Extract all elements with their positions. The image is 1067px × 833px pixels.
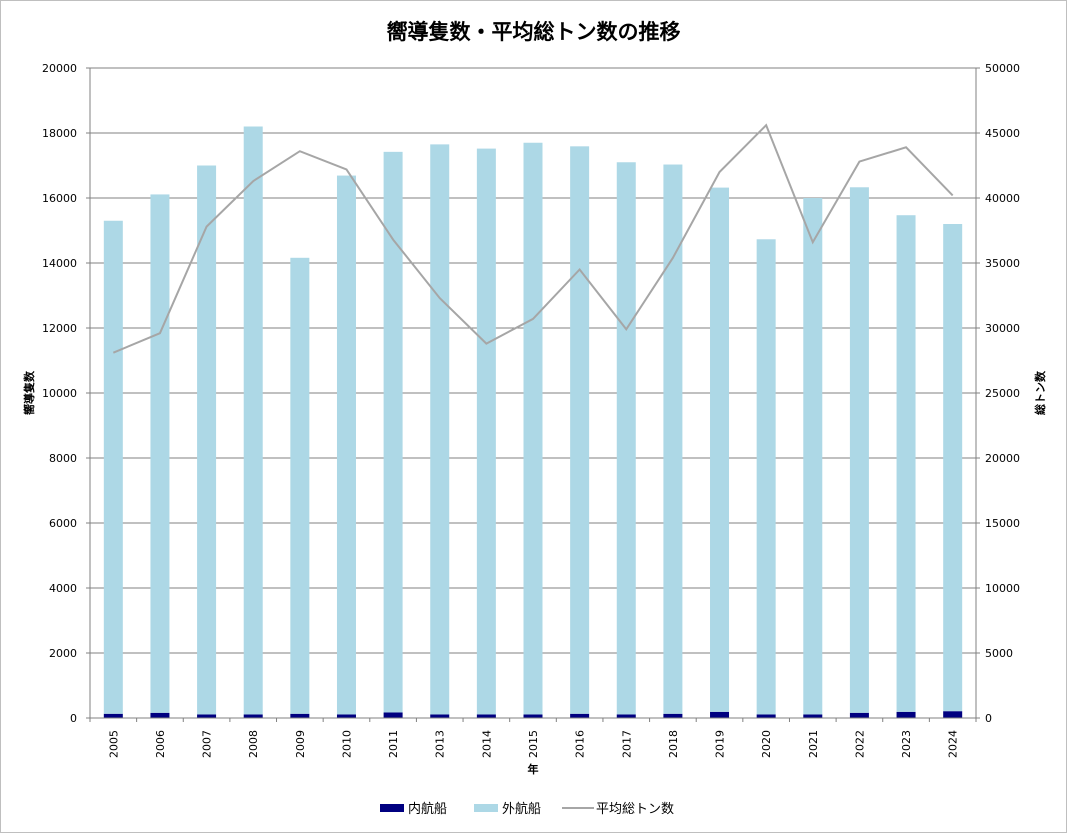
x-tick-label: 2022	[853, 730, 866, 758]
y2-tick-label: 30000	[985, 322, 1020, 335]
y-tick-label: 0	[70, 712, 77, 725]
bar-内航船-2019	[710, 711, 730, 718]
line-平均総トン数	[112, 123, 954, 354]
bar-内航船-2014	[476, 714, 496, 718]
bar-外航船-2019	[710, 187, 730, 712]
chart-title: 嚮導隻数・平均総トン数の推移	[386, 20, 681, 44]
x-tick-label: 2014	[480, 730, 493, 758]
bar-外航船-2009	[290, 257, 310, 714]
y2-tick-label: 45000	[985, 127, 1020, 140]
x-tick-label: 2020	[760, 730, 773, 758]
bar-内航船-2011	[383, 712, 403, 718]
legend-label-内航船: 内航船	[408, 801, 447, 817]
y-tick-label: 8000	[49, 452, 77, 465]
bar-外航船-2015	[523, 142, 543, 715]
legend: 内航船 外航船 平均総トン数	[380, 801, 674, 817]
y2-tick-label: 40000	[985, 192, 1020, 205]
y-tick-label: 6000	[49, 517, 77, 530]
bar-内航船-2024	[943, 711, 963, 718]
bar-外航船-2010	[336, 175, 356, 715]
x-tick-label: 2017	[620, 730, 633, 758]
y2-axis-title: 総トン数	[1033, 370, 1047, 415]
bar-外航船-2014	[476, 148, 496, 715]
y-axis-title: 嚮導隻数	[22, 370, 36, 415]
y-tick-label: 16000	[42, 192, 77, 205]
y-tick-label: 2000	[49, 647, 77, 660]
x-tick-label: 2019	[714, 730, 727, 758]
x-tick-label: 2023	[900, 730, 913, 758]
bar-内航船-2016	[570, 713, 590, 718]
bar-外航船-2022	[849, 187, 869, 713]
x-tick-label: 2005	[107, 730, 120, 758]
bar-内航船-2005	[103, 713, 123, 718]
bar-外航船-2011	[383, 151, 403, 713]
x-tick-label: 2015	[527, 730, 540, 758]
x-tick-label: 2021	[807, 730, 820, 758]
legend-swatch-内航船	[380, 804, 404, 812]
bar-外航船-2024	[943, 224, 963, 712]
bar-外航船-2020	[756, 239, 776, 715]
bar-外航船-2016	[570, 146, 590, 714]
x-tick-label: 2018	[667, 730, 680, 758]
y-tick-label: 4000	[49, 582, 77, 595]
line-series	[112, 123, 954, 354]
bar-内航船-2015	[523, 714, 543, 718]
x-tick-label: 2009	[294, 730, 307, 758]
x-tick-label: 2010	[340, 730, 353, 758]
y2-tick-label: 20000	[985, 452, 1020, 465]
bar-内航船-2023	[896, 711, 916, 718]
bar-外航船-2006	[150, 194, 170, 713]
y-tick-label: 18000	[42, 127, 77, 140]
x-tick-label: 2024	[947, 730, 960, 758]
x-tick-label: 2013	[434, 730, 447, 758]
y-tick-label: 10000	[42, 387, 77, 400]
bar-内航船-2017	[616, 714, 636, 718]
bar-外航船-2017	[616, 162, 636, 715]
bar-series	[103, 126, 963, 718]
y2-tick-label: 50000	[985, 62, 1020, 75]
x-tick-label: 2006	[154, 730, 167, 758]
y2-tick-label: 0	[985, 712, 992, 725]
legend-swatch-外航船	[474, 804, 498, 812]
bar-外航船-2007	[197, 165, 217, 715]
bar-外航船-2005	[103, 220, 123, 714]
y2-tick-label: 35000	[985, 257, 1020, 270]
bar-内航船-2010	[336, 714, 356, 718]
y-tick-label: 14000	[42, 257, 77, 270]
bar-内航船-2007	[197, 714, 217, 718]
y2-tick-label: 10000	[985, 582, 1020, 595]
axes: 0 2000 4000 6000 8000 10000 12000 14000 16000 180…	[22, 62, 1047, 776]
bar-外航船-2008	[243, 126, 263, 715]
bar-内航船-2022	[849, 712, 869, 718]
bar-内航船-2009	[290, 713, 310, 718]
y-tick-label: 12000	[42, 322, 77, 335]
bar-内航船-2018	[663, 713, 683, 718]
y2-tick-label: 25000	[985, 387, 1020, 400]
bar-外航船-2021	[803, 198, 823, 715]
x-tick-label: 2016	[574, 730, 587, 758]
y2-tick-label: 5000	[985, 647, 1013, 660]
y2-tick-label: 15000	[985, 517, 1020, 530]
x-tick-label: 2011	[387, 730, 400, 758]
legend-label-外航船: 外航船	[502, 801, 541, 817]
bar-外航船-2013	[430, 144, 450, 715]
x-tick-label: 2007	[201, 730, 214, 758]
bar-内航船-2008	[243, 714, 263, 718]
bar-内航船-2020	[756, 714, 776, 718]
x-tick-label: 2008	[247, 730, 260, 758]
bar-内航船-2013	[430, 714, 450, 718]
y-tick-label: 20000	[42, 62, 77, 75]
legend-label-平均総トン数: 平均総トン数	[596, 802, 674, 817]
bar-外航船-2023	[896, 215, 916, 712]
bar-外航船-2018	[663, 164, 683, 714]
bar-内航船-2006	[150, 712, 170, 718]
x-axis-title: 年	[528, 762, 539, 776]
bar-内航船-2021	[803, 714, 823, 718]
